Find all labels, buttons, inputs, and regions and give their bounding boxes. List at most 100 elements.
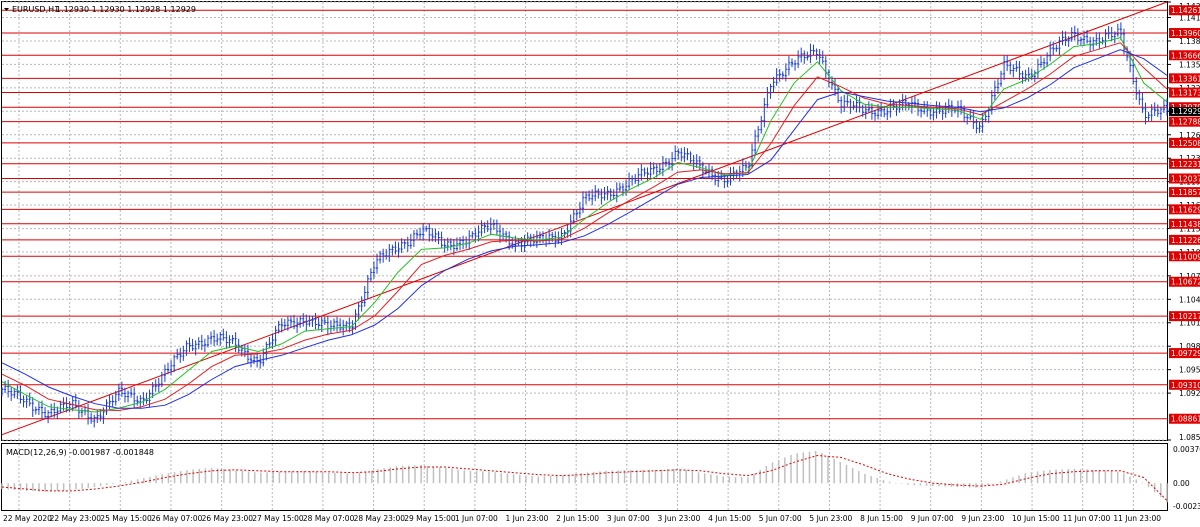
price-level-tag — [1169, 137, 1200, 148]
price-tick-label: 1.13855 — [1179, 37, 1200, 46]
price-tick-label: 1.14165 — [1179, 14, 1200, 23]
price-level-tag — [1169, 158, 1200, 169]
price-level-label: 1.11226 — [1171, 236, 1200, 245]
price-tick-label: 1.12305 — [1179, 154, 1200, 163]
macd-label: MACD(12,26,9) -0.001987 -0.001848 — [6, 448, 154, 457]
time-tick-label: 28 May 23:00 — [354, 514, 406, 523]
time-tick-label: 11 Jun 23:00 — [1113, 514, 1161, 523]
price-level-tag — [1169, 348, 1200, 359]
time-tick-label: 1 Jun 07:00 — [455, 514, 498, 523]
price-tick-label: 1.11375 — [1179, 225, 1200, 234]
price-level-tag — [1169, 5, 1200, 16]
price-level-label: 1.11009 — [1171, 252, 1200, 261]
time-tick-label: 4 Jun 15:00 — [708, 514, 751, 523]
price-level-tag — [1169, 116, 1200, 127]
macd-plot-frame — [1, 443, 1168, 511]
chart-menu-arrow-icon[interactable] — [4, 8, 9, 11]
time-tick-label: 1 Jun 23:00 — [506, 514, 549, 523]
time-tick-label: 3 Jun 07:00 — [607, 514, 650, 523]
time-tick-label: 5 Jun 07:00 — [759, 514, 802, 523]
macd-tick-label: -0.00237 — [1173, 502, 1200, 511]
price-level-label: 1.10672 — [1171, 278, 1200, 287]
moving-average-line — [1, 42, 1168, 412]
time-tick-label: 27 May 15:00 — [252, 514, 304, 523]
price-level-tag — [1169, 87, 1200, 98]
price-level-label: 1.13666 — [1171, 51, 1200, 60]
price-level-tag — [1169, 251, 1200, 262]
horizontal-levels — [2, 9, 1167, 420]
price-level-tag — [1169, 50, 1200, 61]
price-level-label: 1.11629 — [1171, 205, 1200, 214]
price-level-tag — [1169, 187, 1200, 198]
price-level-tag — [1169, 413, 1200, 424]
price-level-label: 1.12037 — [1171, 174, 1200, 183]
macd-layer — [1, 450, 1168, 503]
main-plot-frame — [1, 1, 1168, 441]
macd-tick-label: 0.00 — [1173, 479, 1190, 488]
trendline — [1, 1, 1168, 436]
ohlc-readout: 1.12930 1.12930 1.12928 1.12929 — [56, 5, 196, 14]
trendline-layer — [1, 1, 1168, 436]
macd-axis: 0.003708 0.00 -0.00237 — [1173, 445, 1200, 511]
macd-tick-label: 0.003708 — [1173, 445, 1200, 454]
price-tick-label: 1.09200 — [1179, 389, 1200, 398]
time-tick-label: 22 May 2020 — [3, 514, 52, 523]
price-level-label: 1.11438 — [1171, 220, 1200, 229]
price-level-tag — [1169, 28, 1200, 39]
price-tick-label: 1.10750 — [1179, 272, 1200, 281]
price-level-tag — [1169, 276, 1200, 287]
price-level-label: 1.12231 — [1171, 160, 1200, 169]
time-tick-label: 8 Jun 15:00 — [860, 514, 903, 523]
time-tick-label: 28 May 07:00 — [303, 514, 355, 523]
price-tick-label: 1.09510 — [1179, 366, 1200, 375]
price-level-label: 1.13361 — [1171, 74, 1200, 83]
price-level-tag — [1169, 234, 1200, 245]
time-tick-label: 5 Jun 23:00 — [809, 514, 852, 523]
price-tick-label: 1.10130 — [1179, 319, 1200, 328]
time-tick-label: 3 Jun 23:00 — [657, 514, 700, 523]
time-tick-label: 2 Jun 15:00 — [556, 514, 599, 523]
price-level-tag — [1169, 218, 1200, 229]
time-tick-label: 9 Jun 07:00 — [911, 514, 954, 523]
moving-average-line — [1, 49, 1168, 409]
price-level-label: 1.08861 — [1171, 415, 1200, 424]
price-level-tag — [1169, 73, 1200, 84]
time-tick-label: 29 May 15:00 — [404, 514, 456, 523]
price-tick-label: 1.12615 — [1179, 131, 1200, 140]
candles-layer — [1, 22, 1169, 428]
price-level-label: 1.09310 — [1171, 381, 1200, 390]
price-level-tag — [1169, 311, 1200, 322]
price-level-tag — [1169, 379, 1200, 390]
time-tick-label: 26 May 23:00 — [202, 514, 254, 523]
price-tick-label: 1.08580 — [1179, 433, 1200, 442]
current-price-tag — [1169, 107, 1200, 117]
moving-averages-layer — [1, 37, 1168, 413]
price-level-tag — [1169, 173, 1200, 184]
time-tick-label: 25 May 15:00 — [100, 514, 152, 523]
price-level-label: 1.12508 — [1171, 139, 1200, 148]
time-tick-label: 9 Jun 23:00 — [961, 514, 1004, 523]
current-price-label: 1.12929 — [1171, 107, 1200, 116]
price-level-label: 1.13960 — [1171, 29, 1200, 38]
macd-signal-line — [1, 454, 1168, 501]
price-level-label: 1.10217 — [1171, 312, 1200, 321]
grid-lines — [2, 1, 1167, 510]
price-level-label: 1.09729 — [1171, 349, 1200, 358]
price-level-label: 1.11857 — [1171, 188, 1200, 197]
price-tick-label: 1.10440 — [1179, 295, 1200, 304]
price-level-label: 1.12788 — [1171, 118, 1200, 127]
time-tick-label: 10 Jun 15:00 — [1012, 514, 1060, 523]
price-level-tag — [1169, 204, 1200, 215]
price-level-label: 1.13173 — [1171, 89, 1200, 98]
moving-average-line — [1, 37, 1168, 413]
symbol-label: EURUSD,H1 — [12, 5, 59, 14]
time-tick-label: 26 May 07:00 — [151, 514, 203, 523]
price-level-label: 1.14261 — [1171, 6, 1200, 15]
time-tick-label: 11 Jun 07:00 — [1063, 514, 1111, 523]
time-tick-label: 22 May 23:00 — [50, 514, 102, 523]
price-tick-label: 1.13545 — [1179, 60, 1200, 69]
price-tick-label: 1.09820 — [1179, 342, 1200, 351]
level-labels: 1.14261 1.13960 1.13666 1.13361 1.13173 1.129… — [1169, 5, 1200, 424]
